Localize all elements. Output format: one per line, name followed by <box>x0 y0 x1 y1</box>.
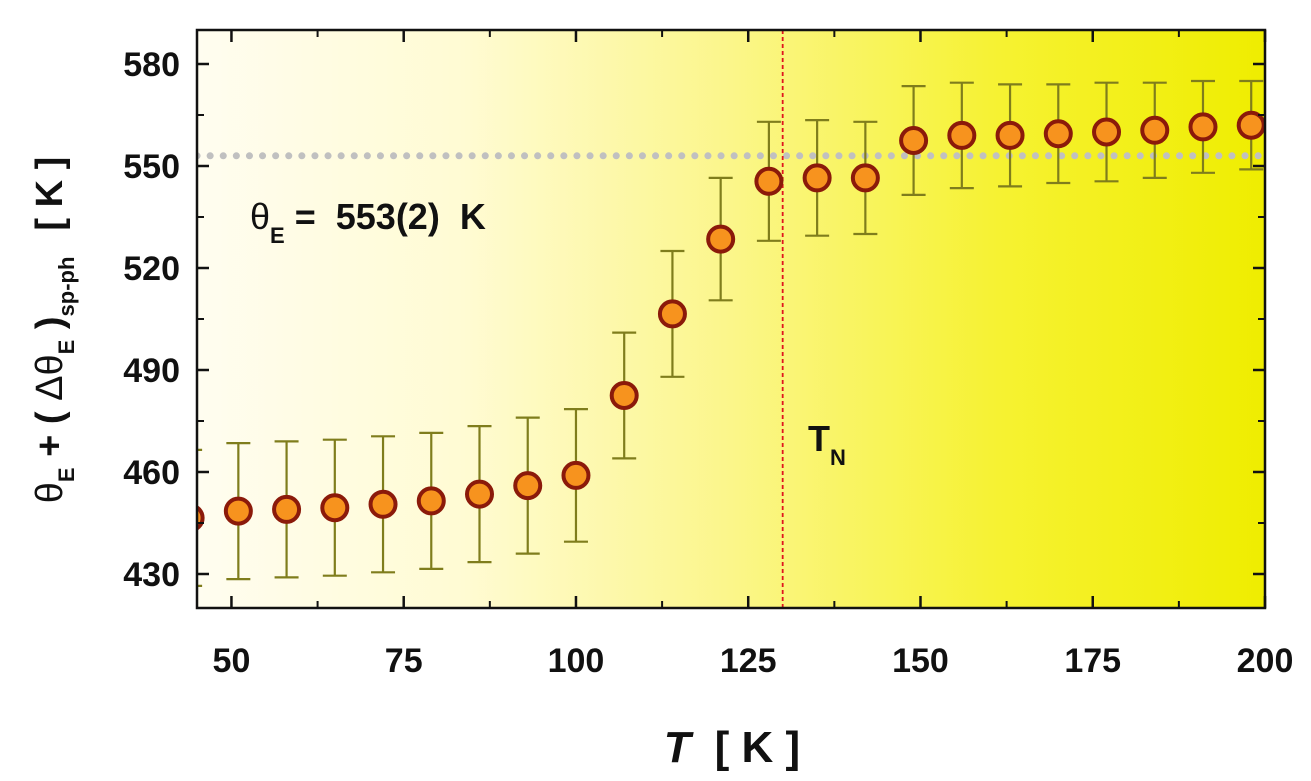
data-point <box>513 471 543 501</box>
data-point <box>272 494 302 524</box>
data-point <box>657 299 687 329</box>
y-tick-label: 430 <box>123 556 180 594</box>
data-points <box>197 110 1265 531</box>
x-tick-label: 150 <box>892 642 949 680</box>
data-point <box>1043 119 1073 149</box>
tn-annotation: TN <box>808 418 846 470</box>
data-point <box>465 479 495 509</box>
data-point <box>1140 115 1170 145</box>
y-tick-label: 460 <box>123 454 180 492</box>
x-tick-label: 200 <box>1237 642 1294 680</box>
x-axis-title: T[ K ] <box>664 723 800 772</box>
x-tick-label: 100 <box>548 642 605 680</box>
plot-background <box>197 30 1265 608</box>
data-point <box>416 486 446 516</box>
theta-e-annotation: θE = 553(2) K <box>250 196 486 248</box>
data-point <box>368 489 398 519</box>
data-point <box>802 163 832 193</box>
x-tick-label: 175 <box>1064 642 1121 680</box>
data-point <box>609 381 639 410</box>
x-tick-label: 50 <box>213 642 251 680</box>
data-point <box>197 505 205 531</box>
data-point <box>850 163 880 193</box>
y-tick-label: 520 <box>123 250 180 288</box>
data-point <box>995 120 1025 150</box>
data-point <box>1236 110 1265 140</box>
data-point <box>320 493 350 523</box>
y-tick-label: 580 <box>123 46 180 84</box>
data-point <box>706 224 736 254</box>
data-point <box>754 166 784 196</box>
y-axis-title: θE + ( ΔθE )sp-ph[ K ] <box>29 157 79 504</box>
reference-lines <box>197 30 1265 608</box>
y-axis-ticks: 430 460 490 520 550 580 <box>123 46 1265 594</box>
data-point <box>899 126 929 155</box>
data-point <box>561 460 591 490</box>
y-tick-label: 550 <box>123 148 180 186</box>
x-tick-label: 75 <box>385 642 423 680</box>
data-point <box>1092 117 1122 147</box>
y-tick-label: 490 <box>123 352 180 390</box>
data-point <box>1188 112 1218 142</box>
data-point <box>947 120 977 150</box>
x-axis-ticks: 50 75 100 125 150 175 200 <box>213 30 1294 680</box>
x-tick-label: 125 <box>720 642 777 680</box>
data-point <box>223 496 253 526</box>
